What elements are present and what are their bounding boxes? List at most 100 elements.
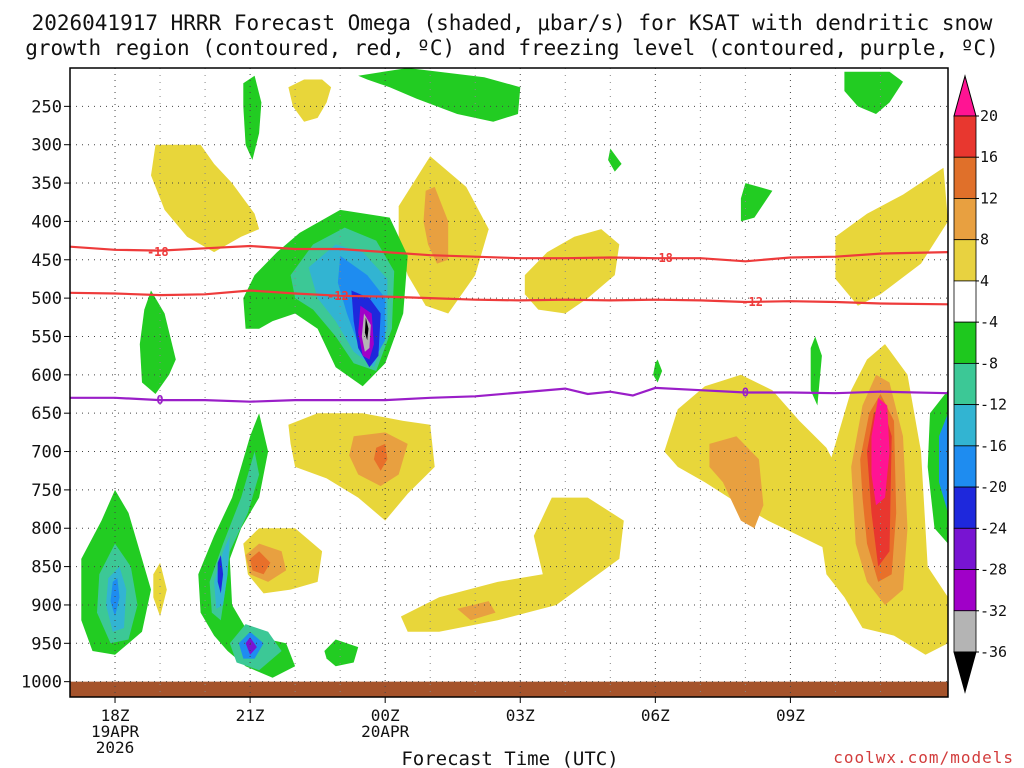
x-tick-label-06Z: 06Z: [641, 706, 670, 725]
omega-region-45: [245, 637, 257, 655]
omega-region-37: [110, 578, 120, 617]
x-tick-date-00Z: 20APR: [361, 722, 410, 741]
colorbar-label-9: -20: [980, 478, 1007, 496]
x-tick-label-03Z: 03Z: [506, 706, 535, 725]
contour-layer: -18 -18 -12 -12 0 0: [70, 244, 948, 407]
colorbar-label-3: 8: [980, 231, 989, 249]
y-tick-label-800: 800: [31, 519, 62, 539]
omega-region-51: [457, 601, 496, 621]
omega-region-42: [217, 555, 224, 594]
x-tick-year-18Z: 2026: [96, 738, 135, 757]
omega-region-11: [139, 290, 176, 394]
omega-region-39: [198, 413, 296, 678]
omega-region-10: [835, 167, 948, 306]
y-tick-label-400: 400: [31, 212, 62, 232]
omega-region-9: [524, 229, 620, 314]
colorbar-swatch-4: [953, 280, 977, 323]
ground-surface: [70, 681, 948, 697]
dgz-contour-1-line: [70, 289, 948, 306]
colorbar-label-12: -32: [980, 602, 1007, 620]
omega-region-19: [364, 317, 369, 341]
colorbar-label-0: 20: [980, 107, 998, 125]
chart-title-line-1: 2026041917 HRRR Forecast Omega (shaded, …: [32, 11, 993, 35]
omega-region-20: [653, 359, 663, 383]
y-tick-label-950: 950: [31, 634, 62, 654]
dgz-contour-1-label-0: -12: [327, 289, 349, 303]
plot-border: [69, 67, 949, 698]
y-tick-label-900: 900: [31, 596, 62, 616]
omega-region-24: [373, 443, 388, 471]
omega-region-1: [243, 75, 262, 160]
x-tick-label-09Z: 09Z: [776, 706, 805, 725]
y-tick-label-650: 650: [31, 404, 62, 424]
colorbar-label-10: -24: [980, 519, 1007, 537]
colorbar-label-7: -12: [980, 396, 1007, 414]
omega-region-0: [288, 79, 332, 122]
dgz-contour-0-line: [70, 244, 948, 263]
omega-region-33: [939, 413, 948, 513]
x-tick-label-21Z: 21Z: [236, 706, 265, 725]
omega-region-38: [153, 562, 167, 617]
colorbar-swatch-3: [953, 239, 977, 282]
y-tick-label-500: 500: [31, 289, 62, 309]
y-tick-label-300: 300: [31, 136, 62, 156]
colorbar-swatch-12: [953, 610, 977, 653]
omega-region-21: [810, 336, 822, 406]
y-tick-label-450: 450: [31, 251, 62, 271]
freezing-level-contour-0-label-0: 0: [156, 393, 163, 407]
chart-title-line-2: growth region (contoured, red, ºC) and f…: [25, 36, 999, 60]
colorbar-label-5: -4: [980, 313, 998, 331]
omega-region-3: [844, 71, 903, 114]
x-tick-date-18Z: 19APR: [91, 722, 140, 741]
freezing-level-contour-0-label-1: 0: [742, 385, 749, 399]
omega-region-26: [709, 436, 764, 529]
omega-region-5: [740, 183, 773, 222]
colorbar-label-6: -8: [980, 354, 998, 372]
colorbar-swatch-8: [953, 445, 977, 488]
colorbar-label-2: 12: [980, 189, 998, 207]
omega-region-48: [250, 551, 271, 575]
colorbar-swatch-10: [953, 527, 977, 570]
y-axis-ticks: 250 300 350 400 450 500 550 600 650 700 750 800 850 9…: [21, 97, 70, 693]
y-tick-label-600: 600: [31, 366, 62, 386]
colorbar-bottom-arrow: [953, 651, 977, 694]
plot-frame: [69, 67, 949, 698]
y-tick-label-550: 550: [31, 327, 62, 347]
colorbar-swatch-2: [953, 198, 977, 241]
colorbar-swatch-7: [953, 404, 977, 447]
colorbar-label-8: -16: [980, 437, 1007, 455]
dgz-contour-0-label-0: -18: [147, 245, 169, 259]
omega-region-6: [151, 144, 260, 253]
colorbar-swatch-1: [953, 156, 977, 199]
colorbar-label-1: 16: [980, 148, 998, 166]
omega-region-4: [608, 148, 622, 172]
omega-region-2: [358, 68, 521, 122]
colorbar: 20 16 12 8 4 -4 -8 -12 -16 -20 -24 -28 -32 -36: [953, 74, 1007, 694]
omega-shading-layer: [70, 68, 948, 697]
omega-region-8: [423, 186, 449, 264]
x-tick-label-18Z: 18Z: [101, 706, 130, 725]
y-tick-label-700: 700: [31, 443, 62, 463]
grid-lines: [70, 68, 948, 697]
y-tick-label-1000: 1000: [21, 673, 62, 693]
colorbar-swatch-6: [953, 362, 977, 406]
colorbar-label-11: -28: [980, 561, 1007, 579]
omega-region-49: [324, 639, 359, 667]
freezing-level-contour-0-line: [70, 386, 948, 403]
colorbar-swatch-0: [953, 115, 977, 158]
colorbar-top-arrow: [953, 74, 977, 117]
colorbar-label-4: 4: [980, 272, 989, 290]
colorbar-label-13: -36: [980, 643, 1007, 661]
omega-region-50: [400, 497, 624, 632]
y-tick-label-250: 250: [31, 97, 62, 117]
colorbar-swatch-9: [953, 486, 977, 529]
y-tick-label-850: 850: [31, 558, 62, 578]
y-tick-label-750: 750: [31, 481, 62, 501]
credit-text: coolwx.com/models: [833, 748, 1014, 767]
dgz-contour-0-label-1: -18: [651, 251, 673, 265]
y-tick-label-350: 350: [31, 174, 62, 194]
x-tick-label-00Z: 00Z: [371, 706, 400, 725]
x-axis-title: Forecast Time (UTC): [401, 748, 618, 768]
